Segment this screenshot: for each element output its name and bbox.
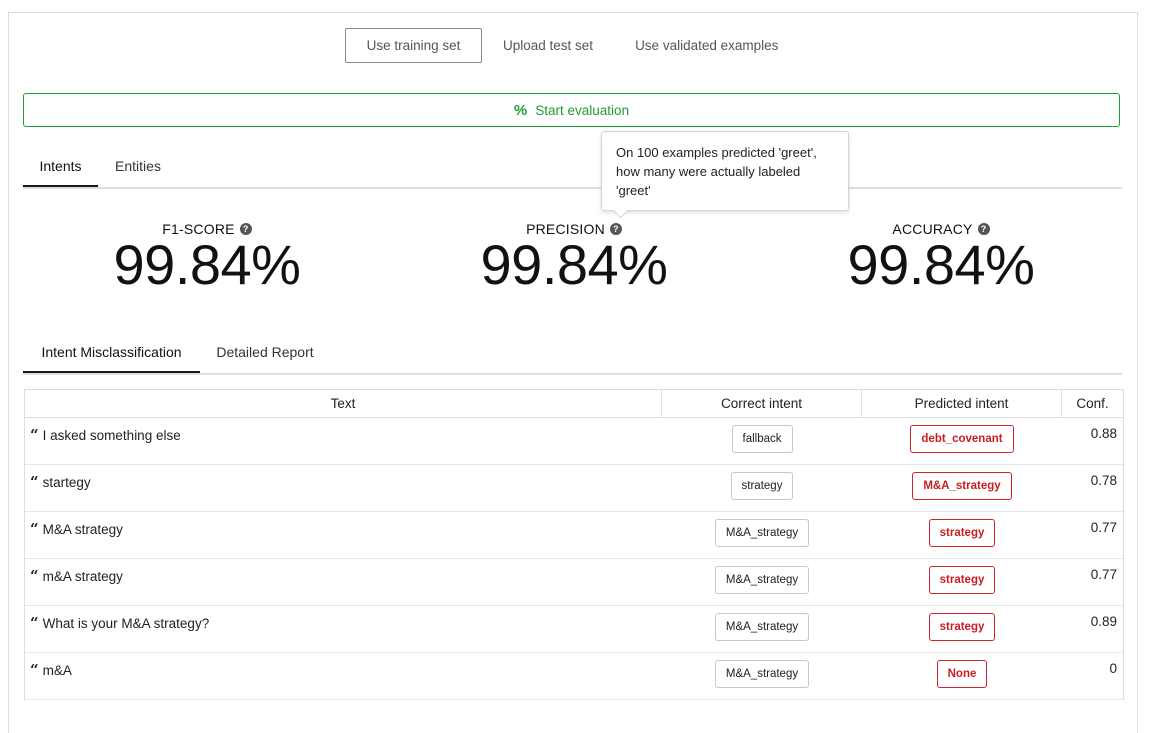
percent-icon: % (513, 101, 528, 119)
help-icon[interactable]: ? (609, 223, 622, 235)
confidence-value: 0.77 (1090, 567, 1117, 582)
predicted-intent-label: debt_covenant (910, 425, 1014, 453)
precision-tooltip: On 100 examples predicted 'greet', how m… (601, 131, 849, 211)
confidence-value: 0 (1109, 661, 1117, 676)
tab-intents[interactable]: Intents (23, 154, 98, 187)
example-text: m&A (42, 663, 72, 678)
table-row: “m&A M&A_strategy None 0 (25, 653, 1123, 700)
help-icon[interactable]: ? (977, 223, 990, 235)
confidence-value: 0.77 (1090, 520, 1117, 535)
quote-icon: “ (30, 567, 39, 585)
example-text: startegy (42, 475, 91, 490)
report-tabs: Intent Misclassification Detailed Report (23, 340, 1122, 375)
column-header-text[interactable]: Text (25, 390, 662, 417)
correct-intent-label: M&A_strategy (714, 660, 810, 688)
table-row: “I asked something else fallback debt_co… (25, 418, 1123, 465)
column-header-conf[interactable]: Conf. (1076, 396, 1109, 411)
table-row: “startegy strategy M&A_strategy 0.78 (25, 465, 1123, 512)
f1-score-value: 99.84% (113, 233, 301, 296)
correct-intent-label: fallback (731, 425, 793, 453)
precision-value: 99.84% (480, 233, 668, 296)
source-selector: Use training set Upload test set Use val… (345, 28, 799, 63)
tab-detailed-report[interactable]: Detailed Report (216, 344, 314, 360)
precision-metric: PRECISION ? 99.84% (424, 221, 724, 295)
column-header-correct-intent[interactable]: Correct intent (662, 390, 862, 417)
example-text: I asked something else (42, 428, 181, 443)
accuracy-value: 99.84% (847, 233, 1035, 296)
table-row: “m&A strategy M&A_strategy strategy 0.77 (25, 559, 1123, 606)
example-text: m&A strategy (42, 569, 123, 584)
main-tabs: Intents Entities (23, 154, 1122, 189)
quote-icon: “ (30, 473, 39, 491)
quote-icon: “ (30, 426, 39, 444)
column-header-predicted-intent[interactable]: Predicted intent (862, 390, 1062, 417)
correct-intent-label: M&A_strategy (714, 613, 810, 641)
f1-score-metric: F1-SCORE ? 99.84% (57, 221, 357, 295)
misclassification-table: Text Correct intent Predicted intent Con… (24, 389, 1124, 700)
table-header: Text Correct intent Predicted intent Con… (25, 390, 1123, 418)
upload-test-set-button[interactable]: Upload test set (503, 38, 594, 53)
use-training-set-button[interactable]: Use training set (345, 28, 482, 63)
example-text: What is your M&A strategy? (42, 616, 210, 631)
confidence-value: 0.89 (1090, 614, 1117, 629)
start-evaluation-button[interactable]: % Start evaluation (23, 93, 1120, 127)
quote-icon: “ (30, 614, 39, 632)
evaluation-panel: Use training set Upload test set Use val… (8, 12, 1138, 733)
example-text: M&A strategy (42, 522, 123, 537)
predicted-intent-label: M&A_strategy (912, 472, 1012, 500)
predicted-intent-label: strategy (928, 566, 996, 594)
use-validated-examples-button[interactable]: Use validated examples (635, 38, 779, 53)
quote-icon: “ (30, 661, 39, 679)
correct-intent-label: M&A_strategy (714, 519, 810, 547)
correct-intent-label: M&A_strategy (714, 566, 810, 594)
f1-score-label: F1-SCORE (162, 221, 235, 237)
accuracy-label: ACCURACY (892, 221, 973, 237)
start-evaluation-label: Start evaluation (535, 102, 630, 118)
precision-label: PRECISION (526, 221, 605, 237)
confidence-value: 0.88 (1090, 426, 1117, 441)
help-icon[interactable]: ? (239, 223, 252, 235)
predicted-intent-label: strategy (928, 519, 996, 547)
confidence-value: 0.78 (1090, 473, 1117, 488)
tab-entities[interactable]: Entities (115, 158, 161, 174)
predicted-intent-label: None (936, 660, 988, 688)
table-row: “M&A strategy M&A_strategy strategy 0.77 (25, 512, 1123, 559)
table-row: “What is your M&A strategy? M&A_strategy… (25, 606, 1123, 653)
tab-intent-misclassification[interactable]: Intent Misclassification (23, 340, 200, 373)
predicted-intent-label: strategy (928, 613, 996, 641)
correct-intent-label: strategy (730, 472, 794, 500)
quote-icon: “ (30, 520, 39, 538)
accuracy-metric: ACCURACY ? 99.84% (791, 221, 1091, 295)
